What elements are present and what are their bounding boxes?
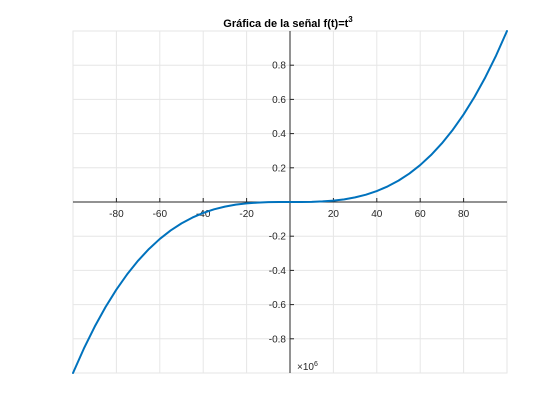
- y-tick-label-0: -0.8: [269, 334, 287, 345]
- y-tick-label-3: -0.2: [269, 232, 287, 243]
- y-exponent-power: 6: [314, 361, 318, 368]
- x-tick-label-6: 60: [415, 209, 427, 220]
- series-line-0: [72, 30, 508, 374]
- tick-labels: -80 -60 -40 -20 20 40 60 80 -0.8 -0.6 -0.4 -0.2 0.2 0…: [109, 61, 469, 346]
- y-tick-label-6: 0.6: [272, 95, 286, 106]
- x-tick-label-0: -80: [109, 209, 124, 220]
- y-tick-label-5: 0.4: [272, 129, 286, 140]
- tick-marks: [115, 64, 465, 340]
- x-tick-label-5: 40: [371, 209, 383, 220]
- y-tick-label-1: -0.6: [269, 300, 287, 311]
- chart-title-superscript: 3: [348, 15, 353, 24]
- chart-title: Gráfica de la señal f(t)=t3: [223, 15, 353, 30]
- x-tick-label-1: -60: [153, 209, 168, 220]
- y-tick-label-4: 0.2: [272, 163, 286, 174]
- x-tick-label-3: -20: [239, 209, 254, 220]
- y-exponent-base: ×10: [297, 362, 314, 373]
- series: [72, 30, 508, 374]
- x-tick-label-7: 80: [458, 209, 470, 220]
- chart-title-main: Gráfica de la señal f(t)=t: [223, 18, 348, 30]
- x-tick-label-2: -40: [196, 209, 211, 220]
- y-tick-label-7: 0.8: [272, 61, 286, 72]
- y-axis-exponent: ×106: [297, 361, 318, 373]
- y-tick-label-2: -0.4: [269, 266, 287, 277]
- x-tick-label-4: 20: [328, 209, 340, 220]
